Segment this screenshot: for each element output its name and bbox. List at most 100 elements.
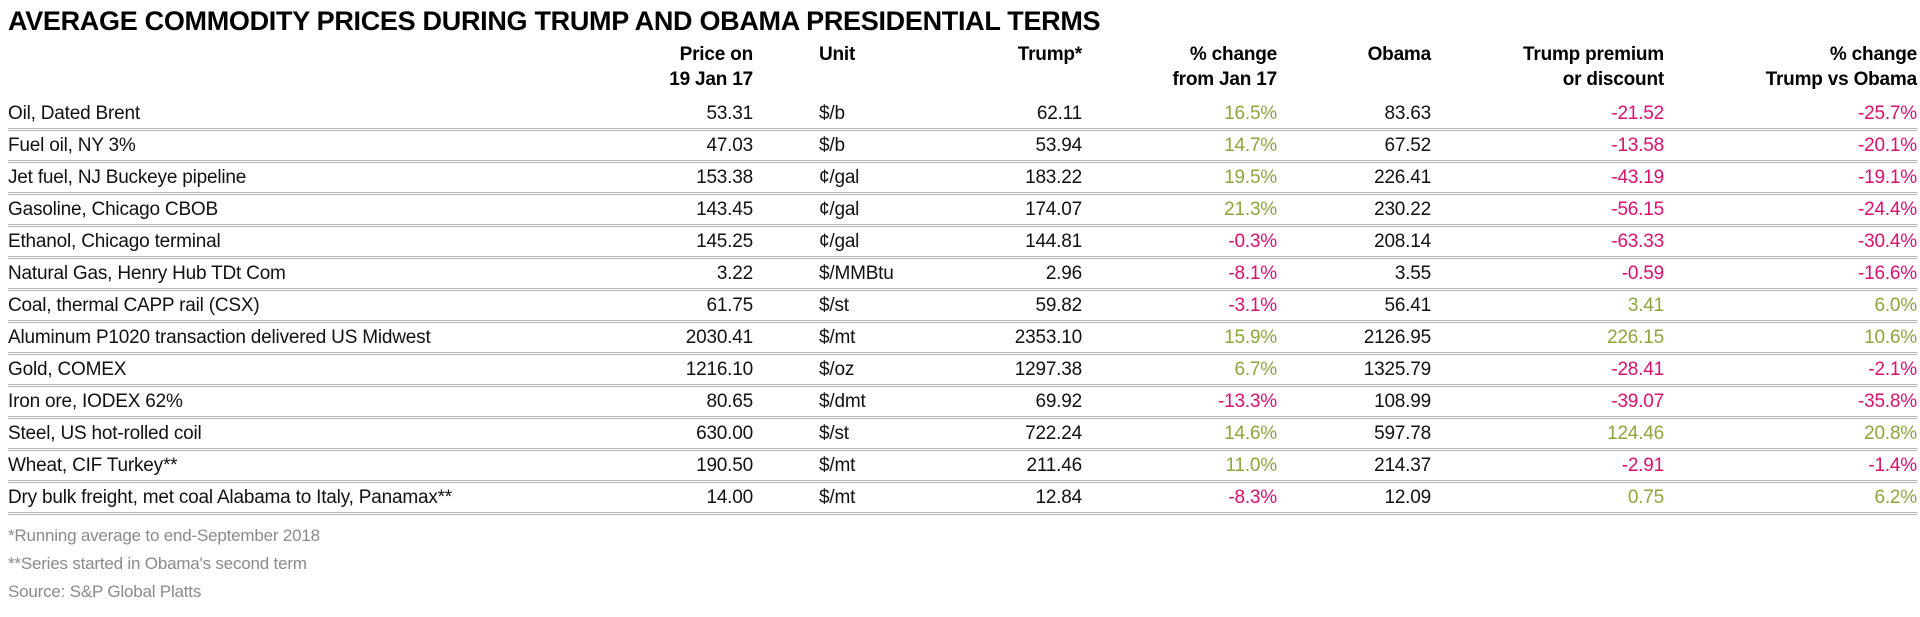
- header-commodity: [8, 42, 470, 99]
- table-row: Dry bulk freight, met coal Alabama to It…: [8, 482, 1917, 514]
- obama-avg-cell: 12.09: [1384, 486, 1431, 508]
- table-row: Steel, US hot-rolled coil 630.00 $/st 72…: [8, 418, 1917, 450]
- unit-cell: ¢/gal: [819, 230, 860, 252]
- unit-cell: $/b: [819, 134, 845, 156]
- commodity-name-cell: Ethanol, Chicago terminal: [8, 230, 221, 252]
- commodity-name-cell: Natural Gas, Henry Hub TDt Com: [8, 262, 286, 284]
- unit-cell: $/st: [819, 294, 849, 316]
- page-title: AVERAGE COMMODITY PRICES DURING TRUMP AN…: [8, 6, 1101, 36]
- trump-avg-cell: 12.84: [1035, 486, 1082, 508]
- price-jan17-cell: 2030.41: [685, 326, 753, 348]
- commodity-name-cell: Gold, COMEX: [8, 358, 127, 380]
- trump-avg-cell: 53.94: [1035, 134, 1082, 156]
- pct-change-vs-obama-cell: -2.1%: [1868, 358, 1917, 380]
- price-jan17-cell: 14.00: [706, 486, 753, 508]
- obama-avg-cell: 83.63: [1384, 102, 1431, 124]
- price-jan17-cell: 143.45: [696, 198, 753, 220]
- pct-change-jan17-cell: 19.5%: [1224, 166, 1277, 188]
- pct-change-vs-obama-cell: 6.2%: [1874, 486, 1917, 508]
- commodity-name-cell: Steel, US hot-rolled coil: [8, 422, 202, 444]
- pct-change-jan17-cell: -8.1%: [1228, 262, 1277, 284]
- trump-avg-cell: 211.46: [1026, 454, 1082, 476]
- unit-cell: $/b: [819, 102, 845, 124]
- price-jan17-cell: 190.50: [696, 454, 753, 476]
- pct-change-vs-obama-cell: -16.6%: [1857, 262, 1917, 284]
- commodity-name-cell: Iron ore, IODEX 62%: [8, 390, 183, 412]
- price-jan17-cell: 1216.10: [685, 358, 753, 380]
- trump-avg-cell: 722.24: [1025, 422, 1082, 444]
- commodity-name-cell: Oil, Dated Brent: [8, 102, 140, 124]
- pct-change-jan17-cell: 14.6%: [1224, 422, 1277, 444]
- header-change-trump-vs-obama: % change Trump vs Obama: [1765, 44, 1918, 90]
- obama-avg-cell: 230.22: [1374, 198, 1431, 220]
- table-body: Oil, Dated Brent 53.31 $/b 62.11 16.5% 8…: [8, 99, 1917, 514]
- table-row: Wheat, CIF Turkey** 190.50 $/mt 211.46 1…: [8, 450, 1917, 482]
- header-change-from-jan17: % change from Jan 17: [1172, 44, 1278, 90]
- pct-change-jan17-cell: 6.7%: [1234, 358, 1277, 380]
- obama-avg-cell: 2126.95: [1363, 326, 1431, 348]
- trump-premium-cell: -21.52: [1611, 102, 1664, 124]
- trump-avg-cell: 59.82: [1035, 294, 1082, 316]
- table-row: Jet fuel, NJ Buckeye pipeline 153.38 ¢/g…: [8, 162, 1917, 194]
- unit-cell: $/oz: [819, 358, 855, 380]
- pct-change-vs-obama-cell: 6.0%: [1874, 294, 1917, 316]
- unit-cell: $/mt: [819, 486, 856, 508]
- table-row: Coal, thermal CAPP rail (CSX) 61.75 $/st…: [8, 290, 1917, 322]
- trump-avg-cell: 183.22: [1025, 166, 1082, 188]
- obama-avg-cell: 1325.79: [1363, 358, 1431, 380]
- commodity-name-cell: Dry bulk freight, met coal Alabama to It…: [8, 486, 453, 508]
- obama-avg-cell: 3.55: [1394, 262, 1431, 284]
- price-jan17-cell: 153.38: [696, 166, 753, 188]
- trump-premium-cell: -63.33: [1611, 230, 1664, 252]
- price-jan17-cell: 145.25: [696, 230, 753, 252]
- trump-premium-cell: 3.41: [1627, 294, 1664, 316]
- header-trump: Trump*: [1017, 44, 1082, 65]
- header-unit: Unit: [819, 44, 856, 65]
- trump-premium-cell: -0.59: [1621, 262, 1664, 284]
- pct-change-vs-obama-cell: 20.8%: [1864, 422, 1917, 444]
- price-jan17-cell: 80.65: [706, 390, 753, 412]
- pct-change-vs-obama-cell: -25.7%: [1857, 102, 1917, 124]
- table-row: Ethanol, Chicago terminal 145.25 ¢/gal 1…: [8, 226, 1917, 258]
- table-header: Price on 19 Jan 17 Unit Trump* % change …: [8, 42, 1917, 99]
- price-jan17-cell: 47.03: [706, 134, 753, 156]
- price-jan17-cell: 61.75: [706, 294, 753, 316]
- commodity-name-cell: Fuel oil, NY 3%: [8, 134, 136, 156]
- obama-avg-cell: 597.78: [1374, 422, 1431, 444]
- obama-avg-cell: 108.99: [1374, 390, 1431, 412]
- pct-change-jan17-cell: 14.7%: [1224, 134, 1277, 156]
- pct-change-jan17-cell: 11.0%: [1225, 454, 1277, 476]
- pct-change-jan17-cell: 15.9%: [1224, 326, 1277, 348]
- unit-cell: $/mt: [819, 454, 856, 476]
- obama-avg-cell: 214.37: [1374, 454, 1431, 476]
- trump-avg-cell: 144.81: [1025, 230, 1082, 252]
- table-row: Gold, COMEX 1216.10 $/oz 1297.38 6.7% 13…: [8, 354, 1917, 386]
- header-trump-premium: Trump premium or discount: [1523, 44, 1664, 90]
- pct-change-vs-obama-cell: -35.8%: [1857, 390, 1917, 412]
- commodity-name-cell: Coal, thermal CAPP rail (CSX): [8, 294, 260, 316]
- pct-change-vs-obama-cell: -30.4%: [1857, 230, 1917, 252]
- unit-cell: ¢/gal: [819, 166, 860, 188]
- trump-avg-cell: 1297.38: [1014, 358, 1082, 380]
- commodity-name-cell: Aluminum P1020 transaction delivered US …: [8, 326, 431, 348]
- commodity-price-table: Price on 19 Jan 17 Unit Trump* % change …: [8, 42, 1917, 515]
- obama-avg-cell: 226.41: [1374, 166, 1431, 188]
- trump-avg-cell: 174.07: [1025, 198, 1082, 220]
- pct-change-vs-obama-cell: -19.1%: [1857, 166, 1917, 188]
- unit-cell: ¢/gal: [819, 198, 860, 220]
- price-jan17-cell: 53.31: [706, 102, 753, 124]
- obama-avg-cell: 208.14: [1374, 230, 1431, 252]
- commodity-name-cell: Wheat, CIF Turkey**: [8, 454, 178, 476]
- unit-cell: $/dmt: [819, 390, 866, 412]
- header-price-on: Price on 19 Jan 17: [669, 44, 753, 90]
- pct-change-jan17-cell: -0.3%: [1228, 230, 1277, 252]
- pct-change-vs-obama-cell: -24.4%: [1857, 198, 1917, 220]
- trump-premium-cell: -2.91: [1621, 454, 1664, 476]
- trump-premium-cell: -39.07: [1611, 390, 1664, 412]
- trump-avg-cell: 2.96: [1045, 262, 1082, 284]
- obama-avg-cell: 67.52: [1384, 134, 1431, 156]
- table-row: Fuel oil, NY 3% 47.03 $/b 53.94 14.7% 67…: [8, 130, 1917, 162]
- table-row: Gasoline, Chicago CBOB 143.45 ¢/gal 174.…: [8, 194, 1917, 226]
- unit-cell: $/MMBtu: [819, 262, 894, 284]
- pct-change-jan17-cell: -13.3%: [1217, 390, 1277, 412]
